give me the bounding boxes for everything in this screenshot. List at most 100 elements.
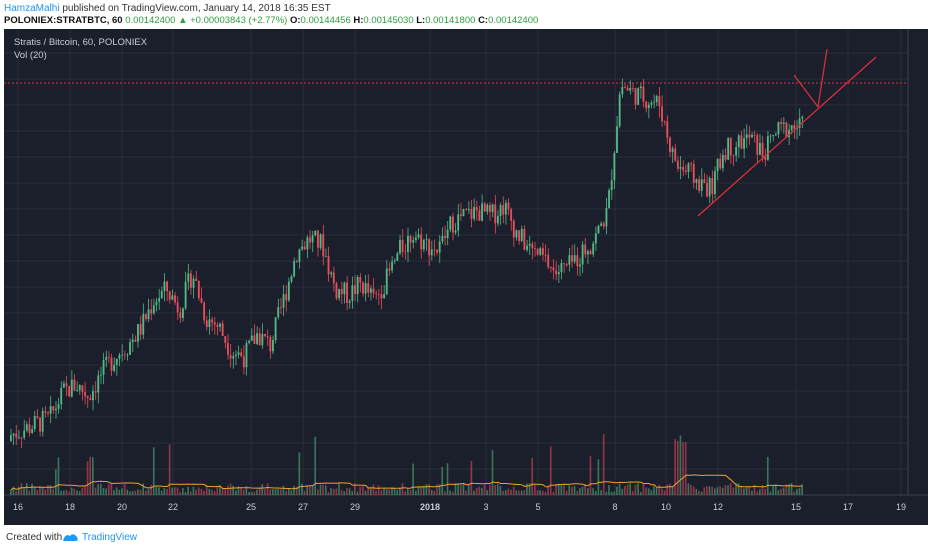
candle-body bbox=[221, 323, 224, 337]
x-tick-label: 16 bbox=[13, 502, 23, 512]
volume-bar bbox=[679, 435, 682, 495]
candle-body bbox=[44, 411, 47, 413]
volume-bar bbox=[788, 484, 790, 495]
candle-body bbox=[216, 324, 219, 327]
price-chart[interactable]: 16 18 20 22 25 27 29 2018 3 5 8 10 12 15 17 19 bbox=[4, 29, 928, 525]
candle-body bbox=[759, 142, 761, 155]
volume-bar bbox=[433, 490, 436, 495]
x-tick-label: 17 bbox=[843, 502, 853, 512]
volume-bar bbox=[489, 484, 491, 495]
volume-bar bbox=[17, 486, 20, 495]
chart-grid bbox=[4, 29, 928, 496]
volume-bar bbox=[189, 491, 192, 495]
candle-body bbox=[547, 254, 550, 268]
candle-body bbox=[552, 267, 555, 271]
volume-bar bbox=[39, 485, 41, 495]
candle-body bbox=[541, 248, 544, 255]
candle-body bbox=[679, 167, 682, 169]
volume-bar bbox=[105, 488, 107, 495]
candle-body bbox=[179, 312, 182, 318]
candle-body bbox=[465, 209, 468, 211]
volume-bar bbox=[666, 484, 669, 495]
candle-body bbox=[184, 281, 187, 309]
candle-body bbox=[422, 239, 425, 250]
volume-bar bbox=[552, 491, 555, 495]
volume-bar bbox=[414, 490, 417, 495]
volume-bar bbox=[224, 488, 227, 495]
candle-body bbox=[298, 249, 301, 262]
candle-body bbox=[613, 152, 616, 181]
candle-body bbox=[195, 278, 198, 281]
volume-bar bbox=[457, 484, 459, 495]
candle-body bbox=[647, 104, 650, 109]
x-tick-label: 10 bbox=[661, 502, 671, 512]
candle-body bbox=[592, 243, 595, 255]
candle-body bbox=[473, 206, 476, 219]
candle-body bbox=[780, 121, 783, 124]
candle-body bbox=[483, 203, 486, 212]
candle-body bbox=[166, 281, 168, 292]
volume-bar bbox=[36, 489, 39, 495]
volume-bar bbox=[618, 483, 621, 495]
volume-bar bbox=[81, 487, 84, 495]
volume-bar bbox=[467, 484, 470, 495]
candle-body bbox=[385, 268, 388, 295]
volume-bar bbox=[298, 452, 301, 495]
volume-bar bbox=[102, 488, 105, 495]
candle-body bbox=[144, 314, 147, 320]
candle-body bbox=[174, 295, 176, 303]
volume-bar bbox=[41, 487, 44, 495]
candle-body bbox=[123, 354, 126, 356]
tradingview-link[interactable]: TradingView bbox=[82, 532, 138, 543]
candle-body bbox=[706, 182, 708, 197]
volume-bar bbox=[409, 489, 412, 495]
volume-bar bbox=[110, 483, 113, 495]
candle-body bbox=[31, 429, 34, 433]
candle-body bbox=[113, 364, 116, 371]
candle-body bbox=[735, 147, 738, 156]
volume-bar bbox=[287, 488, 290, 495]
candle-body bbox=[407, 235, 409, 252]
author-link[interactable]: HamzaMalhi bbox=[4, 3, 60, 14]
volume-bar bbox=[52, 488, 54, 495]
candle-body bbox=[610, 180, 613, 191]
candle-body bbox=[227, 342, 229, 355]
volume-bar bbox=[785, 484, 788, 495]
volume-bar bbox=[200, 488, 203, 495]
candle-body bbox=[60, 387, 63, 405]
volume-bar bbox=[356, 491, 359, 495]
footer: Created with TradingView bbox=[0, 525, 932, 550]
candle-body bbox=[234, 354, 237, 357]
candle-body bbox=[594, 233, 597, 244]
x-tick-label: 2018 bbox=[420, 502, 440, 512]
volume-bar bbox=[444, 491, 446, 495]
volume-bar bbox=[166, 488, 168, 495]
volume-bar bbox=[158, 487, 160, 495]
candle-body bbox=[245, 342, 248, 368]
candle-body bbox=[150, 309, 153, 314]
volume-bar bbox=[624, 485, 626, 495]
candle-body bbox=[163, 281, 166, 291]
volume-bar bbox=[743, 488, 745, 495]
candle-body bbox=[229, 354, 232, 359]
volume-bar bbox=[563, 485, 565, 495]
volume-bar bbox=[621, 488, 624, 495]
candle-body bbox=[354, 285, 356, 295]
candle-body bbox=[168, 291, 171, 300]
candle-body bbox=[539, 248, 542, 255]
candle-body bbox=[446, 229, 449, 239]
volume-bar bbox=[716, 487, 719, 495]
candle-body bbox=[711, 178, 714, 195]
chart-panel[interactable]: 16 18 20 22 25 27 29 2018 3 5 8 10 12 15 17 19 Stratis … bbox=[4, 29, 928, 525]
candle-body bbox=[17, 437, 20, 439]
volume-bar bbox=[412, 463, 414, 495]
candle-body bbox=[319, 234, 322, 248]
candle-body bbox=[782, 122, 785, 124]
volume-bar bbox=[168, 444, 171, 495]
candle-body bbox=[277, 307, 280, 318]
volume-bar bbox=[602, 433, 605, 495]
candle-body bbox=[393, 260, 396, 262]
volume-bar bbox=[512, 486, 515, 495]
volume-bar bbox=[420, 486, 422, 495]
volume-bar bbox=[534, 485, 536, 495]
